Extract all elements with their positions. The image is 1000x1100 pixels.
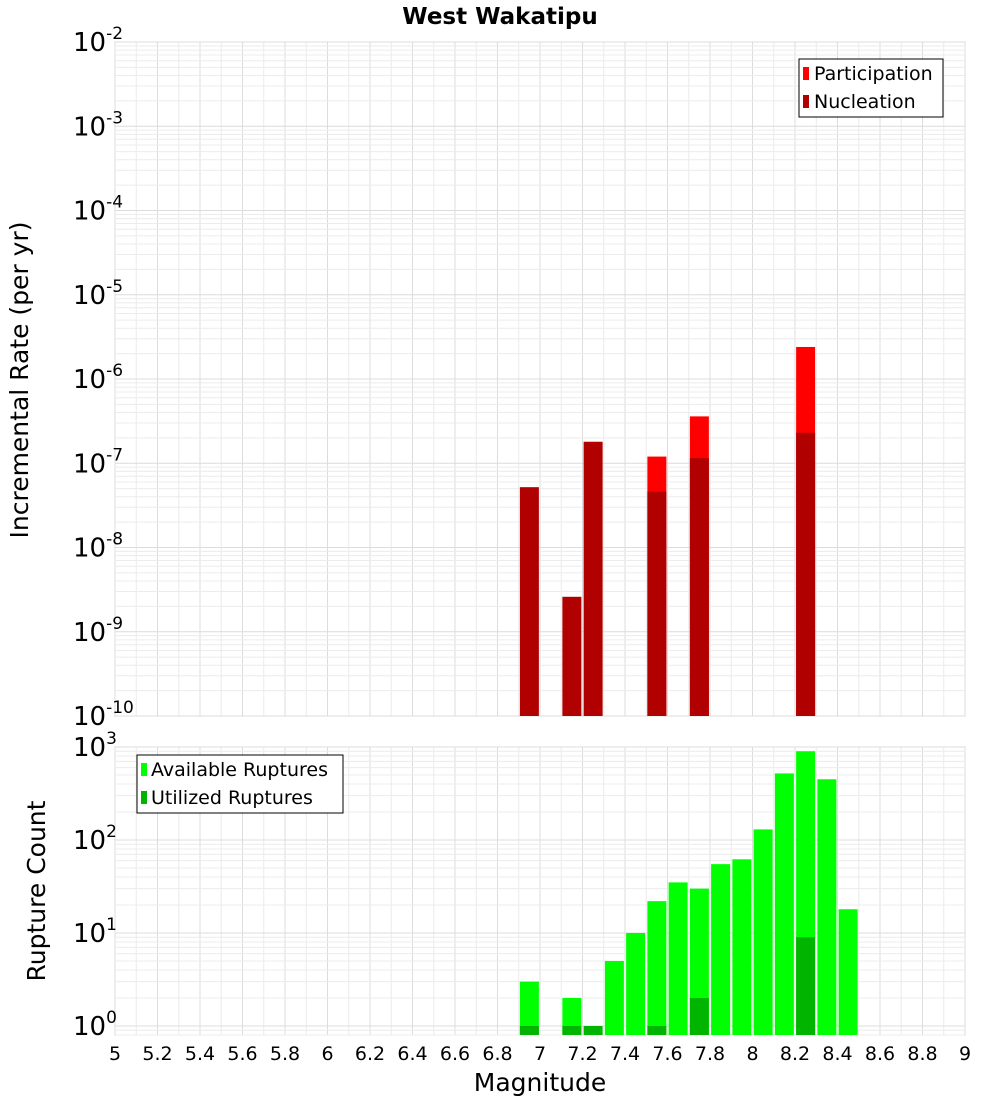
x-tick-label: 7.2 bbox=[567, 1043, 597, 1065]
bar-available-ruptures bbox=[562, 997, 582, 1035]
bar-utilized-ruptures bbox=[519, 1025, 539, 1035]
x-tick-label: 6.2 bbox=[355, 1043, 385, 1065]
bar-available-ruptures bbox=[774, 773, 794, 1035]
y-tick-label: 10-9 bbox=[73, 614, 123, 648]
legend-label-participation: Participation bbox=[814, 63, 933, 85]
x-tick-label: 7.6 bbox=[652, 1043, 682, 1065]
y-tick-label: 102 bbox=[73, 822, 117, 856]
legend-swatch-available bbox=[141, 763, 147, 776]
x-tick-label: 8.2 bbox=[780, 1043, 810, 1065]
x-tick-label: 7.8 bbox=[695, 1043, 725, 1065]
bar-available-ruptures bbox=[519, 981, 539, 1035]
bar-nucleation bbox=[689, 458, 709, 716]
bar-utilized-ruptures bbox=[562, 1025, 582, 1035]
legend-swatch-utilized bbox=[141, 791, 147, 804]
count-y-ticks: 100 101 102 103 bbox=[73, 729, 117, 1042]
x-tick-label: 5.8 bbox=[270, 1043, 300, 1065]
x-tick-label: 6 bbox=[321, 1043, 333, 1065]
bar-available-ruptures bbox=[753, 829, 773, 1035]
bar-available-ruptures bbox=[626, 932, 646, 1035]
bar-available-ruptures bbox=[732, 859, 752, 1035]
bar-nucleation bbox=[647, 491, 667, 716]
legend-label-utilized: Utilized Ruptures bbox=[151, 787, 313, 809]
x-tick-label: 8 bbox=[746, 1043, 758, 1065]
count-legend: Available Ruptures Utilized Ruptures bbox=[136, 754, 344, 814]
chart-title: West Wakatipu bbox=[402, 4, 597, 30]
x-tick-label: 5.2 bbox=[142, 1043, 172, 1065]
y-tick-label: 10-6 bbox=[73, 361, 123, 395]
bar-available-ruptures bbox=[604, 960, 624, 1035]
bar-nucleation bbox=[562, 596, 582, 716]
count-legend-box bbox=[136, 754, 344, 814]
magnitude-x-ticks: 5 5.2 5.4 5.6 5.8 6 6.2 6.4 6.6 6.8 7 7.2 7.4 7.6 7.8 8… bbox=[109, 1043, 971, 1065]
rate-gridlines bbox=[114, 41, 966, 717]
legend-label-nucleation: Nucleation bbox=[814, 91, 916, 113]
x-tick-label: 5.6 bbox=[227, 1043, 257, 1065]
y-tick-label: 10-2 bbox=[73, 24, 123, 58]
x-tick-label: 6.6 bbox=[440, 1043, 470, 1065]
bar-nucleation bbox=[796, 432, 816, 716]
x-tick-label: 6.8 bbox=[482, 1043, 512, 1065]
x-tick-label: 7 bbox=[534, 1043, 546, 1065]
y-tick-label: 10-4 bbox=[73, 193, 123, 227]
legend-swatch-participation bbox=[803, 67, 809, 80]
y-tick-label: 100 bbox=[73, 1008, 117, 1042]
bar-nucleation bbox=[519, 487, 539, 716]
y-tick-label: 103 bbox=[73, 729, 117, 763]
y-tick-label: 10-5 bbox=[73, 277, 123, 311]
rate-legend: Participation Nucleation bbox=[798, 58, 944, 118]
bar-utilized-ruptures bbox=[689, 997, 709, 1035]
x-axis-label: Magnitude bbox=[474, 1068, 606, 1097]
x-tick-label: 6.4 bbox=[397, 1043, 427, 1065]
x-tick-label: 5 bbox=[109, 1043, 121, 1065]
legend-label-available: Available Ruptures bbox=[151, 759, 328, 781]
x-tick-label: 9 bbox=[959, 1043, 971, 1065]
rate-legend-box bbox=[798, 58, 944, 118]
rate-y-ticks: 10-10 10-9 10-8 10-7 10-6 10-5 10-4 10-3 10-2 bbox=[73, 24, 134, 732]
bar-available-ruptures bbox=[647, 901, 667, 1035]
bar-available-ruptures bbox=[711, 864, 731, 1035]
bar-utilized-ruptures bbox=[647, 1025, 667, 1035]
legend-swatch-nucleation bbox=[803, 95, 809, 108]
y-tick-label: 10-10 bbox=[73, 698, 134, 732]
count-y-axis-label: Rupture Count bbox=[22, 800, 51, 981]
bar-utilized-ruptures bbox=[583, 1025, 603, 1035]
y-tick-label: 10-7 bbox=[73, 445, 123, 479]
y-tick-label: 10-3 bbox=[73, 108, 123, 142]
y-tick-label: 10-8 bbox=[73, 530, 123, 564]
rate-y-axis-label: Incremental Rate (per yr) bbox=[5, 222, 34, 539]
bar-available-ruptures bbox=[817, 779, 837, 1035]
x-tick-label: 8.4 bbox=[822, 1043, 852, 1065]
bar-nucleation bbox=[583, 441, 603, 716]
count-bars bbox=[519, 751, 858, 1035]
bar-available-ruptures bbox=[838, 909, 858, 1035]
bar-available-ruptures bbox=[668, 882, 688, 1035]
x-tick-label: 8.6 bbox=[865, 1043, 895, 1065]
rate-plot: 10-10 10-9 10-8 10-7 10-6 10-5 10-4 10-3 10-2 bbox=[73, 24, 966, 732]
x-tick-label: 8.8 bbox=[907, 1043, 937, 1065]
bar-utilized-ruptures bbox=[796, 937, 816, 1035]
rate-bars bbox=[519, 346, 816, 716]
x-tick-label: 7.4 bbox=[610, 1043, 640, 1065]
y-tick-label: 101 bbox=[73, 915, 117, 949]
x-tick-label: 5.4 bbox=[185, 1043, 215, 1065]
